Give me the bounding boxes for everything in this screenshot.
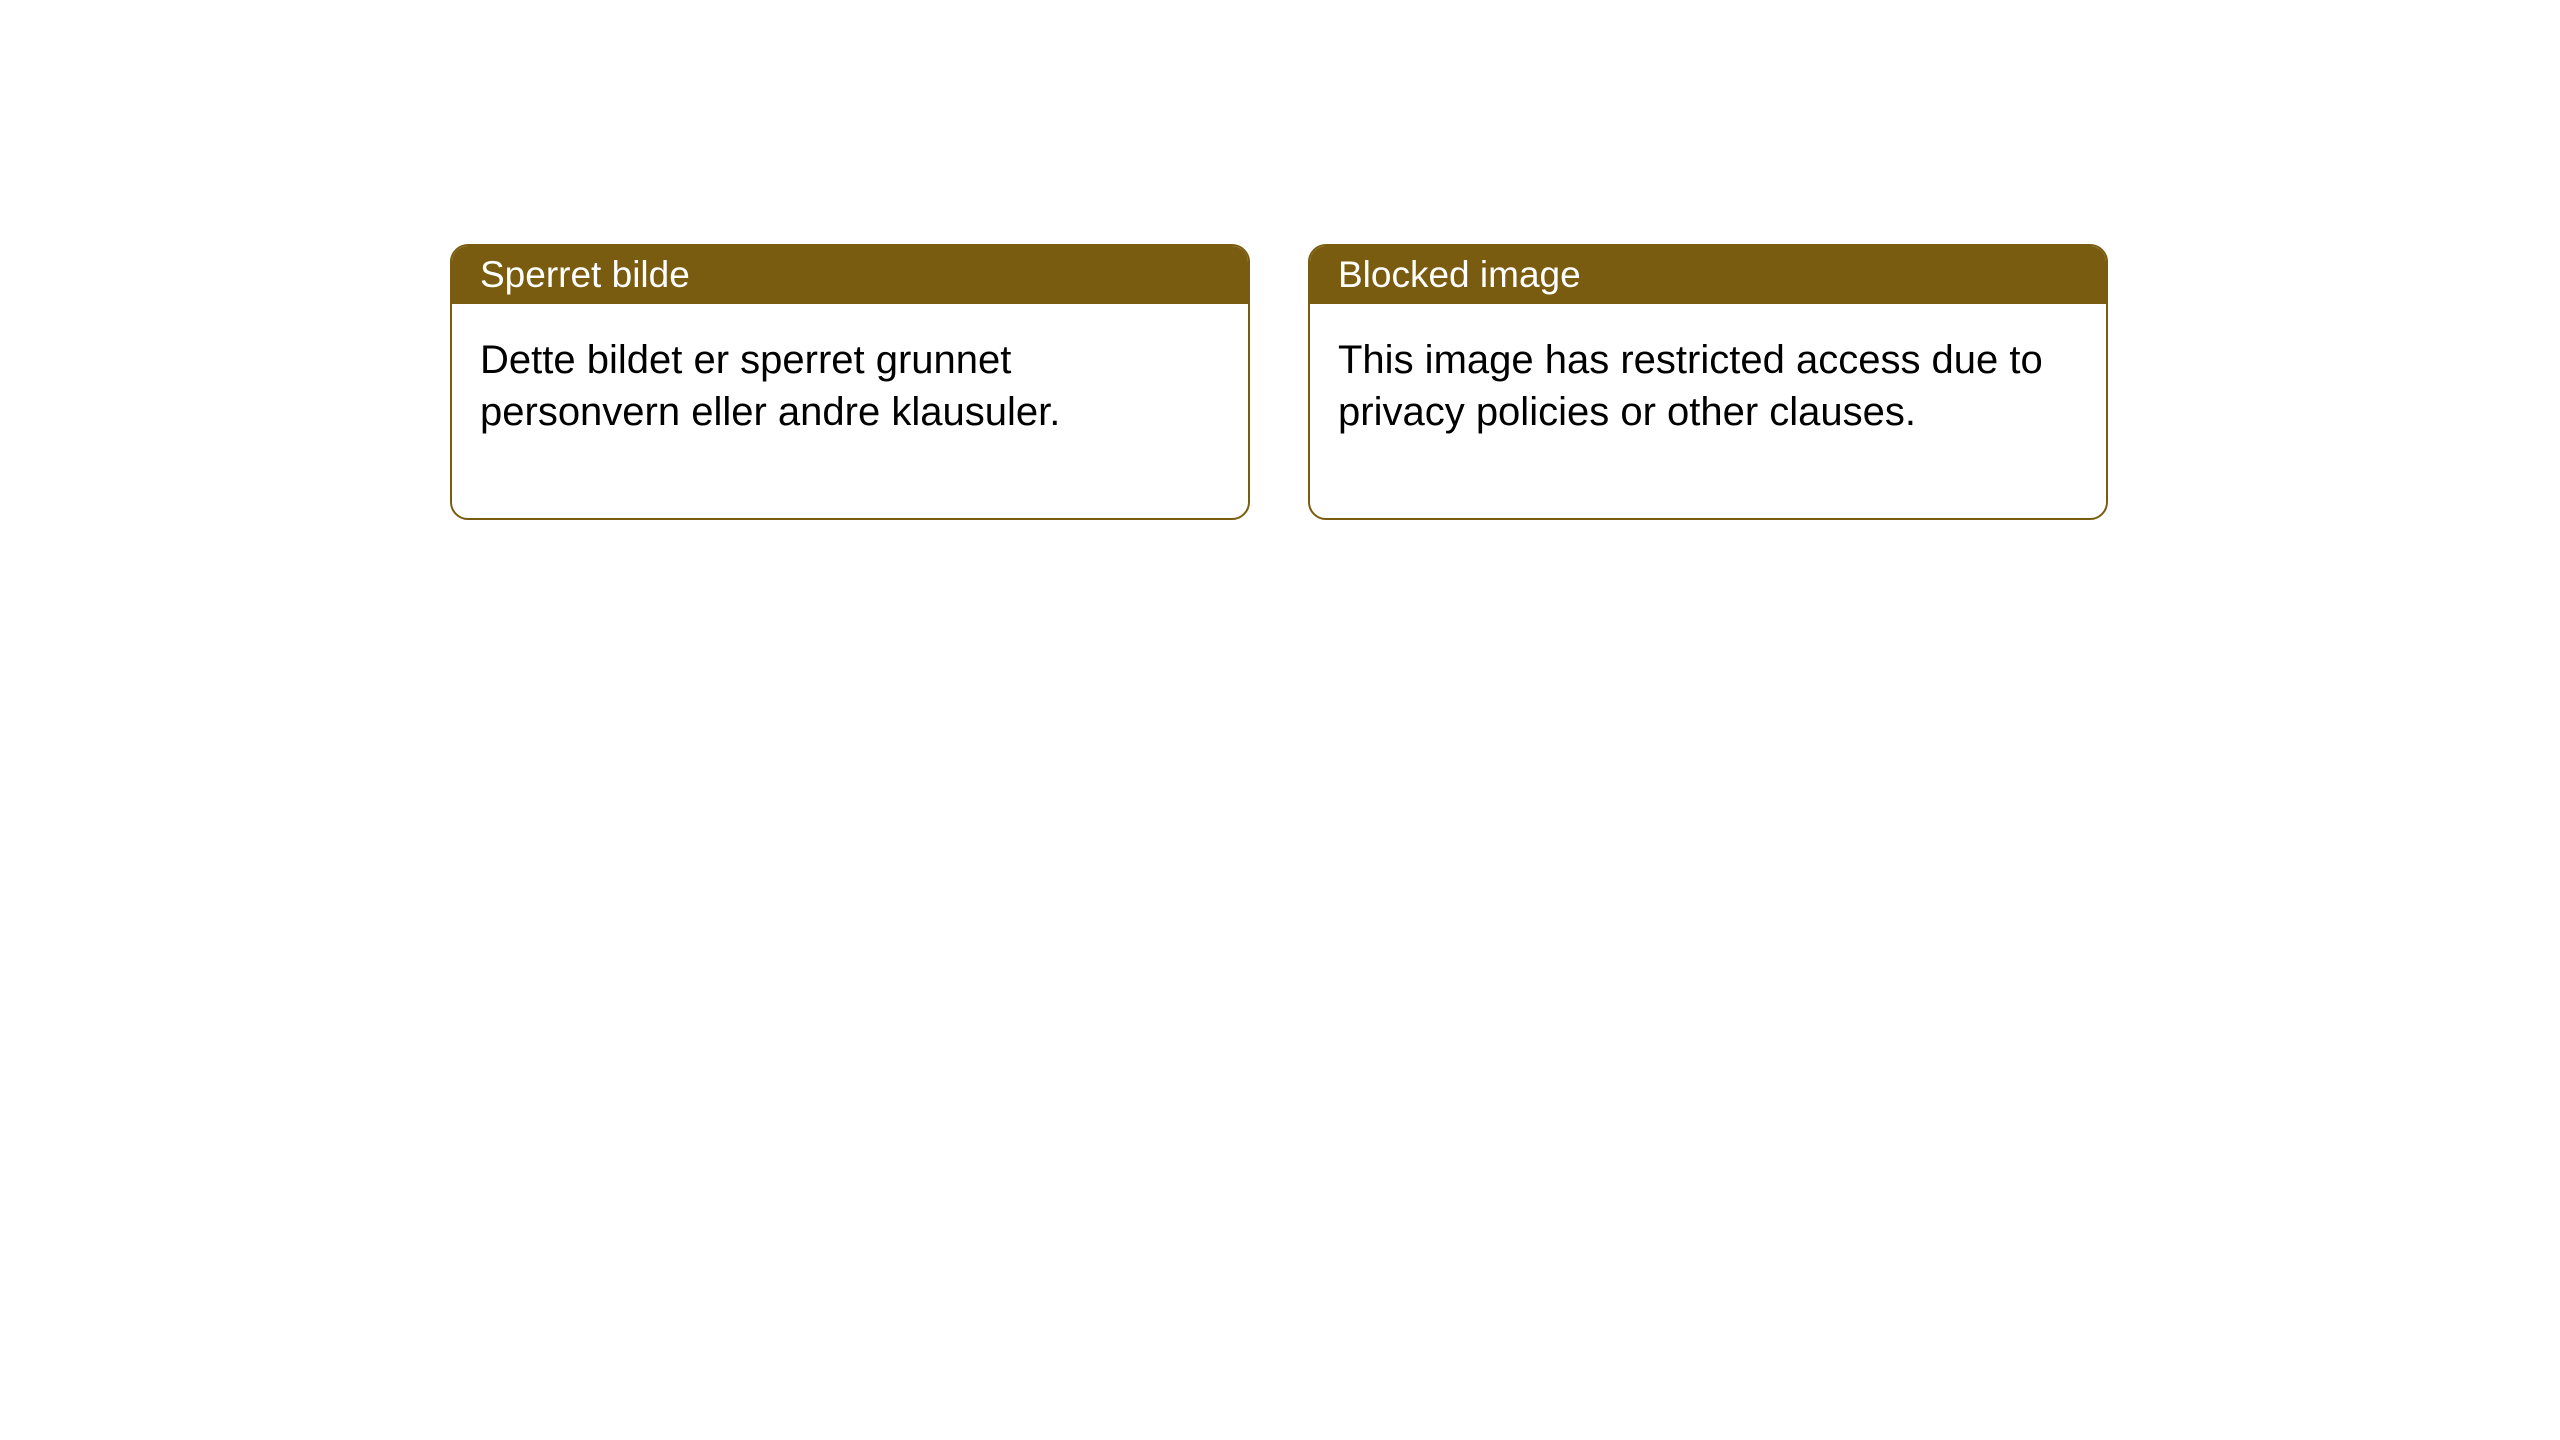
notice-card-header: Blocked image xyxy=(1310,246,2106,304)
notice-card-norwegian: Sperret bilde Dette bildet er sperret gr… xyxy=(450,244,1250,520)
notice-card-body-text: Dette bildet er sperret grunnet personve… xyxy=(480,338,1060,434)
notice-card-body-text: This image has restricted access due to … xyxy=(1338,338,2043,434)
notice-card-title: Sperret bilde xyxy=(480,254,690,295)
notice-card-header: Sperret bilde xyxy=(452,246,1248,304)
notice-card-english: Blocked image This image has restricted … xyxy=(1308,244,2108,520)
notice-card-body: This image has restricted access due to … xyxy=(1310,304,2106,518)
notice-card-title: Blocked image xyxy=(1338,254,1581,295)
notice-card-body: Dette bildet er sperret grunnet personve… xyxy=(452,304,1248,518)
notice-cards-container: Sperret bilde Dette bildet er sperret gr… xyxy=(450,244,2108,520)
